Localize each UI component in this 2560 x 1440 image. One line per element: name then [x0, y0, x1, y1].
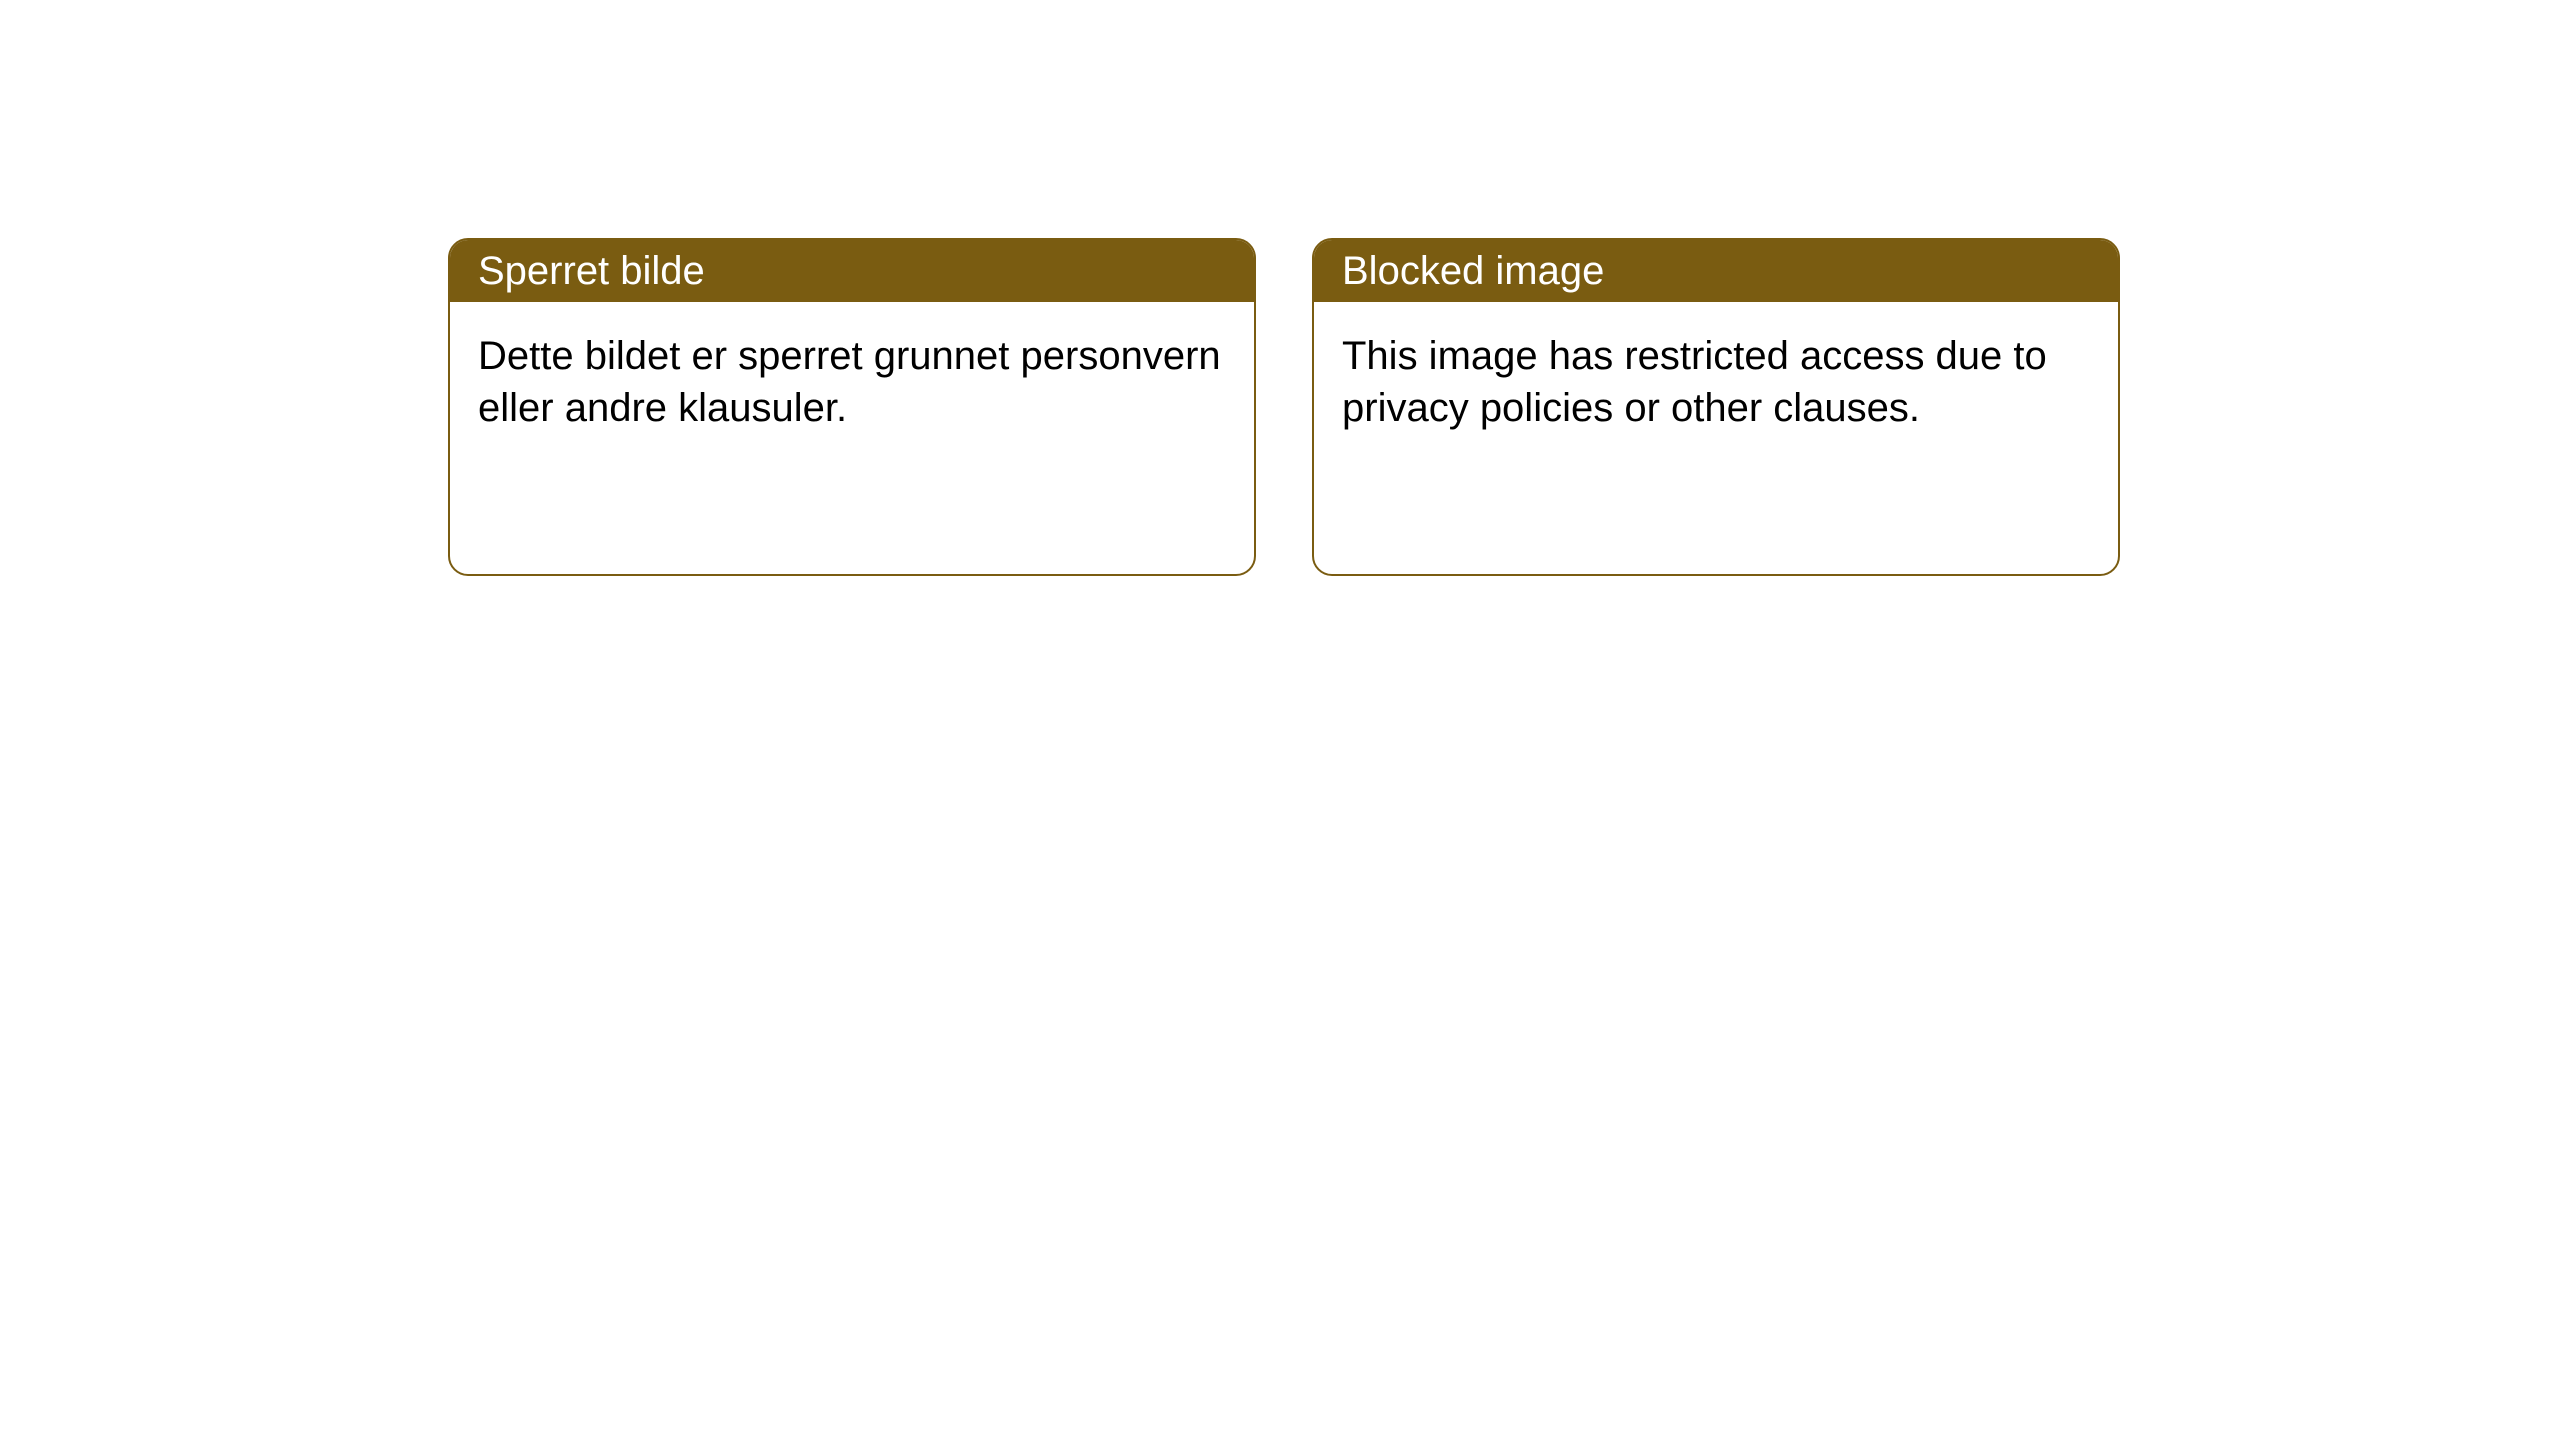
notice-body: This image has restricted access due to …	[1314, 302, 2118, 462]
notice-title: Sperret bilde	[478, 249, 705, 294]
notice-title: Blocked image	[1342, 249, 1604, 294]
notice-header: Sperret bilde	[450, 240, 1254, 302]
notice-text: This image has restricted access due to …	[1342, 334, 2047, 430]
notice-header: Blocked image	[1314, 240, 2118, 302]
notice-container: Sperret bilde Dette bildet er sperret gr…	[0, 0, 2560, 576]
notice-body: Dette bildet er sperret grunnet personve…	[450, 302, 1254, 462]
notice-text: Dette bildet er sperret grunnet personve…	[478, 334, 1221, 430]
notice-card-norwegian: Sperret bilde Dette bildet er sperret gr…	[448, 238, 1256, 576]
notice-card-english: Blocked image This image has restricted …	[1312, 238, 2120, 576]
